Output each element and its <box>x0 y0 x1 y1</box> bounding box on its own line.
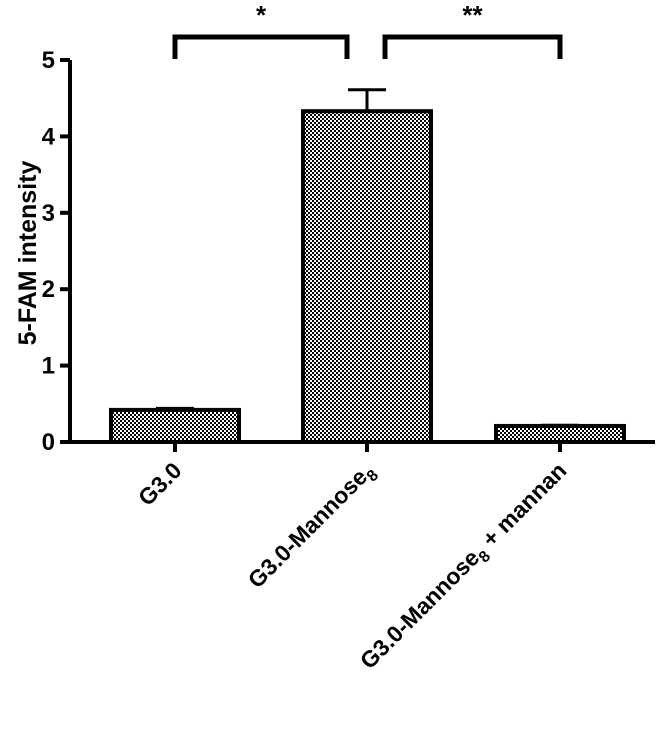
significance-label-2: ** <box>462 0 483 30</box>
y-tick-label-4: 4 <box>42 123 56 150</box>
y-axis-label: 5-FAM intensity <box>14 161 42 346</box>
y-tick-label-1: 1 <box>42 353 55 380</box>
significance-layer: * ** <box>172 0 563 59</box>
x-category-label-1: G3.0 <box>133 457 187 511</box>
bar-3 <box>494 423 626 444</box>
y-tick-label-3: 3 <box>42 200 55 227</box>
bars-layer <box>109 88 626 445</box>
x-category-label-2: G3.0-Mannose8 <box>243 457 382 596</box>
y-tick-label-5: 5 <box>42 47 55 74</box>
axes-layer <box>60 58 655 452</box>
labels-layer: 0 1 2 3 4 5 5-FAM intensity G3.0 G3.0-Mannose8G3… <box>14 47 575 677</box>
significance-bracket-2 <box>382 34 563 59</box>
significance-label-1: * <box>256 0 267 30</box>
bar-1 <box>109 407 241 444</box>
bar-2 <box>301 109 433 445</box>
y-tick-label-0: 0 <box>42 429 55 456</box>
y-tick-label-2: 2 <box>42 276 55 303</box>
x-category-label-3: G3.0-Mannose8 + mannan <box>355 457 575 677</box>
significance-bracket-1 <box>172 34 350 59</box>
